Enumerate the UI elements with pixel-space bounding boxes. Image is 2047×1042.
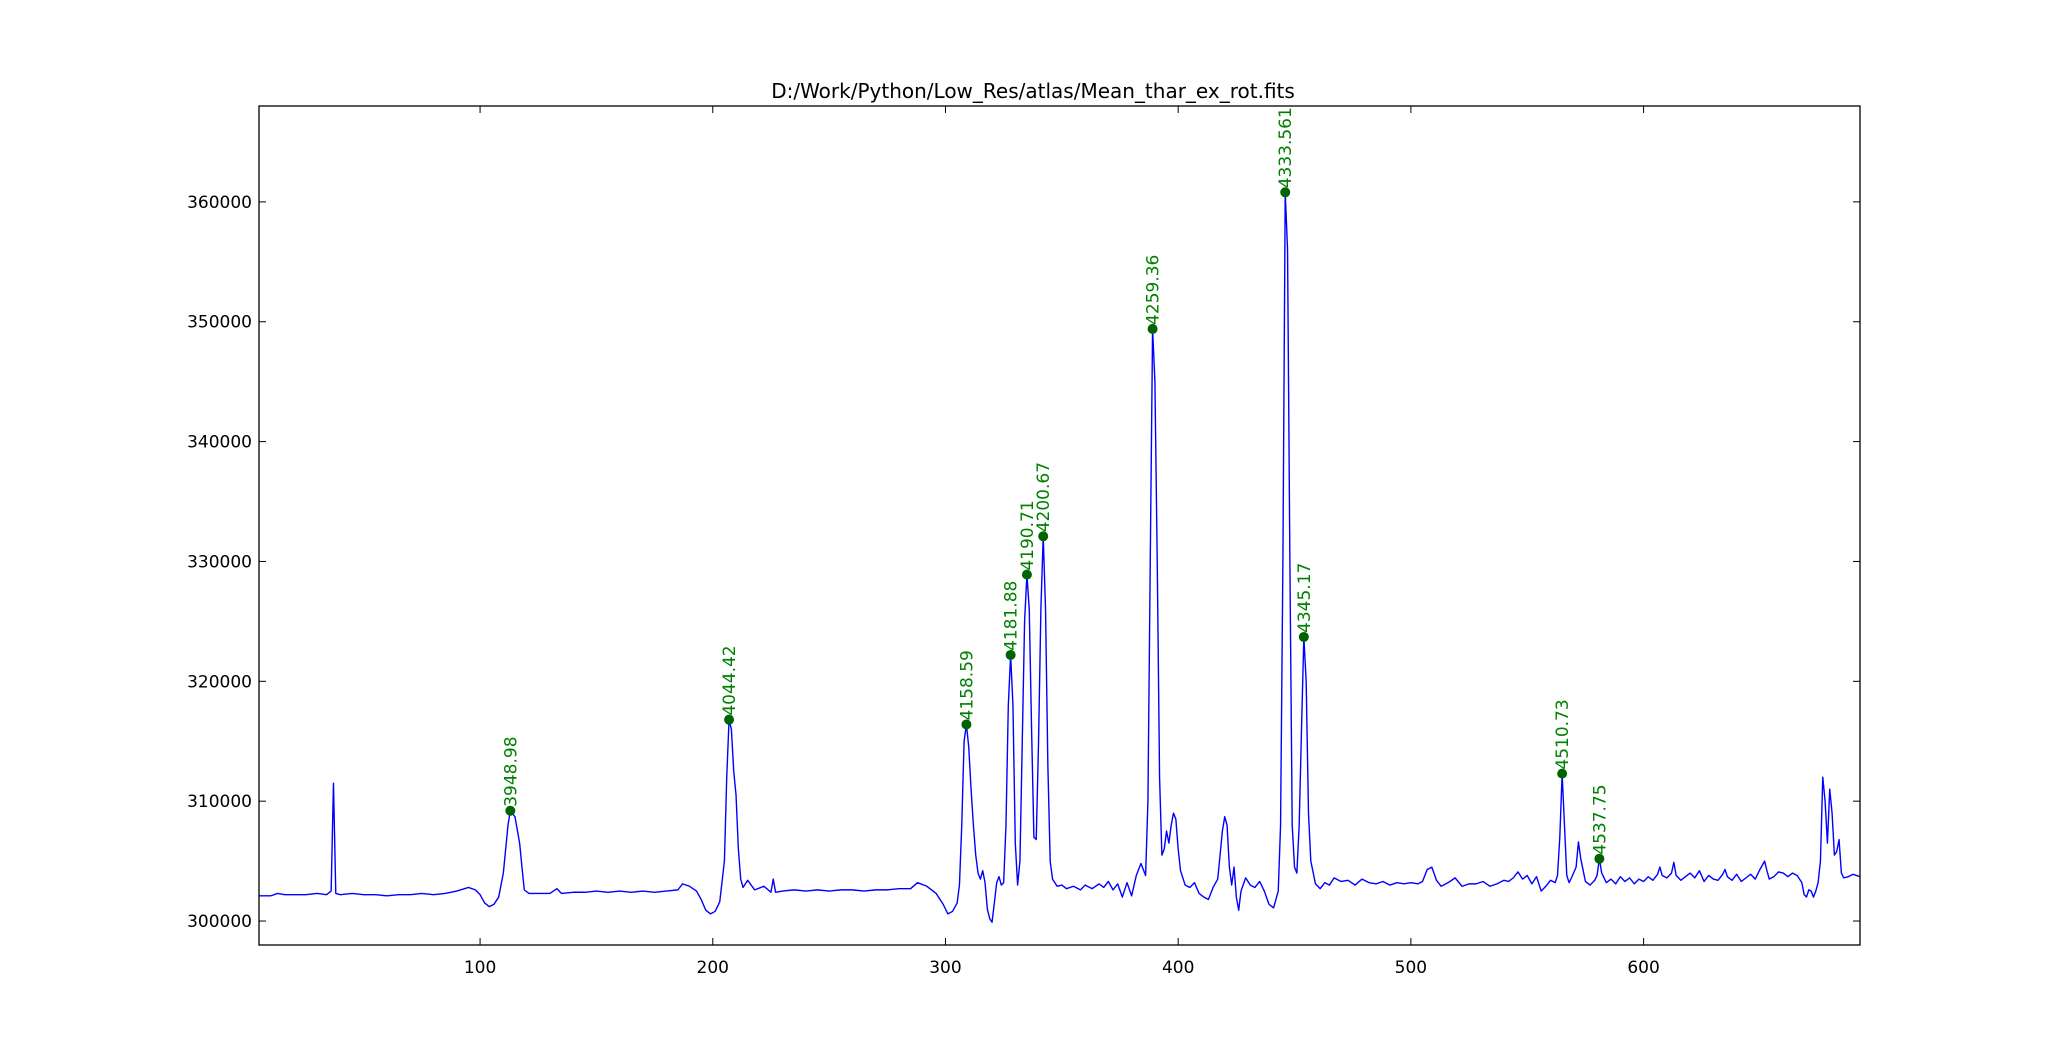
y-tick-label: 320000 (187, 672, 252, 692)
chart-title: D:/Work/Python/Low_Res/atlas/Mean_thar_e… (771, 79, 1295, 103)
y-tick-label: 310000 (187, 792, 252, 812)
peak-marker (1280, 187, 1291, 198)
peak-marker (1594, 853, 1605, 864)
peak-marker (1147, 323, 1158, 334)
x-tick-label: 200 (697, 958, 729, 978)
peak-marker (505, 805, 516, 816)
peak-marker (961, 719, 972, 730)
peak-label: 3948.98 (501, 736, 521, 806)
peak-label: 4044.42 (720, 645, 740, 715)
peak-marker (1005, 649, 1016, 660)
peak-label: 4537.75 (1590, 784, 1610, 854)
axis-ticks: 100 200 300 400 500 600 300000 310000 320000 3300… (187, 106, 1860, 978)
peak-marker (1298, 631, 1309, 642)
peak-label: 4333.561 (1276, 107, 1296, 188)
x-tick-label: 300 (929, 958, 961, 978)
x-tick-label: 100 (464, 958, 496, 978)
y-tick-label: 350000 (187, 313, 252, 333)
peak-label: 4158.59 (957, 650, 977, 720)
x-tick-label: 600 (1627, 958, 1659, 978)
spectrum-line-0 (259, 191, 1861, 923)
peak-annotations: 3948.98 4044.42 4158.59 4181.88 4190.714200.… (501, 107, 1610, 864)
y-tick-label: 330000 (187, 552, 252, 572)
peak-label: 4510.73 (1553, 699, 1573, 769)
y-tick-label: 340000 (187, 433, 252, 453)
peak-marker (1557, 768, 1568, 779)
data-layer (259, 191, 1861, 923)
peak-label: 4259.36 (1144, 255, 1164, 325)
peak-label: 4181.88 (1002, 581, 1022, 651)
peak-label: 4200.67 (1034, 462, 1054, 532)
x-tick-label: 500 (1395, 958, 1427, 978)
y-tick-label: 300000 (187, 912, 252, 932)
peak-marker (1021, 569, 1032, 580)
peak-label: 4345.17 (1295, 563, 1315, 633)
peak-marker (1038, 531, 1049, 542)
peak-label: 4190.71 (1018, 500, 1038, 570)
x-tick-label: 400 (1162, 958, 1194, 978)
peak-marker (724, 714, 735, 725)
plot-frame (258, 105, 1861, 946)
y-tick-label: 360000 (187, 193, 252, 213)
